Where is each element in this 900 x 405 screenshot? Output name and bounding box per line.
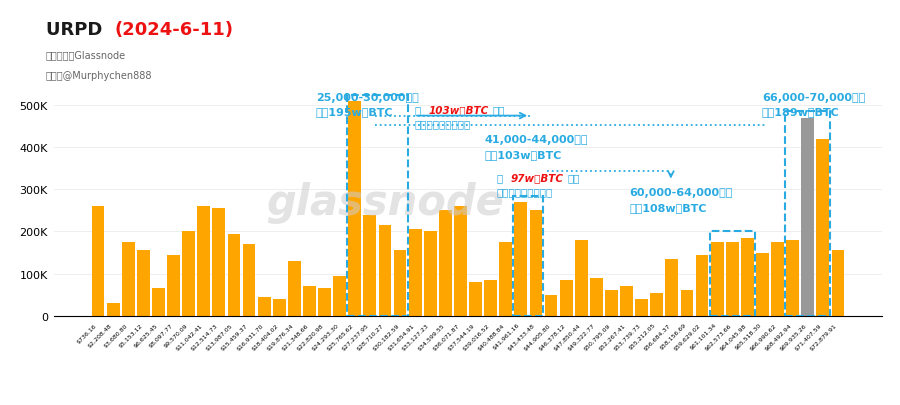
Text: 有: 有 xyxy=(414,105,420,115)
Bar xyxy=(409,230,421,316)
Bar xyxy=(756,253,769,316)
Bar xyxy=(816,139,829,316)
Bar xyxy=(832,251,844,316)
Bar xyxy=(725,243,739,316)
Bar xyxy=(257,297,271,316)
Bar xyxy=(243,245,256,316)
Bar xyxy=(665,259,679,316)
Bar xyxy=(709,232,755,316)
Text: 推特：@Murphychen888: 推特：@Murphychen888 xyxy=(46,71,152,81)
Bar xyxy=(152,289,165,316)
Bar xyxy=(484,280,497,316)
Bar xyxy=(347,96,408,316)
Bar xyxy=(107,303,120,316)
Text: 换手: 换手 xyxy=(567,173,580,183)
Text: 60,000-64,000美元: 60,000-64,000美元 xyxy=(629,188,733,198)
Bar xyxy=(92,207,104,316)
Bar xyxy=(439,211,452,316)
Text: 到了更高的价格区间: 到了更高的价格区间 xyxy=(414,119,471,128)
Bar xyxy=(711,243,724,316)
Bar xyxy=(620,286,633,316)
Bar xyxy=(288,261,301,316)
Bar xyxy=(680,291,693,316)
Text: 到了更高的价格区间: 到了更高的价格区间 xyxy=(497,187,554,196)
Bar xyxy=(212,209,225,316)
Bar xyxy=(651,293,663,316)
Bar xyxy=(635,299,648,316)
Text: 41,000-44,000美元: 41,000-44,000美元 xyxy=(484,134,588,145)
Text: 数据来源：Glassnode: 数据来源：Glassnode xyxy=(46,51,126,60)
Bar xyxy=(801,119,814,316)
Bar xyxy=(379,226,392,316)
Bar xyxy=(544,296,557,316)
Bar xyxy=(137,251,149,316)
Text: URPD: URPD xyxy=(46,21,108,39)
Bar xyxy=(469,282,482,316)
Text: glassnode: glassnode xyxy=(266,181,504,224)
Bar xyxy=(318,289,331,316)
Text: 25,000-30,000美元: 25,000-30,000美元 xyxy=(316,92,418,102)
Bar xyxy=(575,240,588,316)
Bar xyxy=(696,255,708,316)
Bar xyxy=(500,243,512,316)
Text: 103w枚BTC: 103w枚BTC xyxy=(428,105,489,115)
Bar xyxy=(741,238,754,316)
Bar xyxy=(515,202,527,316)
Bar xyxy=(182,232,195,316)
Text: 留存189w枚BTC: 留存189w枚BTC xyxy=(762,107,840,117)
Bar xyxy=(197,207,211,316)
Bar xyxy=(785,112,831,316)
Bar xyxy=(333,276,346,316)
Bar xyxy=(513,196,544,316)
Bar xyxy=(393,251,407,316)
Bar xyxy=(273,299,285,316)
Text: 97w枚BTC: 97w枚BTC xyxy=(511,173,564,183)
Text: 留存103w枚BTC: 留存103w枚BTC xyxy=(484,149,562,159)
Bar xyxy=(590,278,603,316)
Text: 66,000-70,000美元: 66,000-70,000美元 xyxy=(762,92,865,102)
Bar xyxy=(348,102,361,316)
Text: (2024-6-11): (2024-6-11) xyxy=(114,21,233,39)
Bar xyxy=(364,215,376,316)
Text: 有: 有 xyxy=(497,173,503,183)
Bar xyxy=(787,240,799,316)
Bar xyxy=(303,286,316,316)
Bar xyxy=(771,243,784,316)
Bar xyxy=(560,280,572,316)
Bar xyxy=(529,211,543,316)
Text: 留存195w枚BTC: 留存195w枚BTC xyxy=(316,107,393,117)
Text: 换手: 换手 xyxy=(493,105,505,115)
Bar xyxy=(424,232,436,316)
Bar xyxy=(122,243,135,316)
Text: 留存108w枚BTC: 留存108w枚BTC xyxy=(629,202,707,213)
Bar xyxy=(605,291,618,316)
Bar xyxy=(228,234,240,316)
Bar xyxy=(454,207,467,316)
Bar xyxy=(167,255,180,316)
